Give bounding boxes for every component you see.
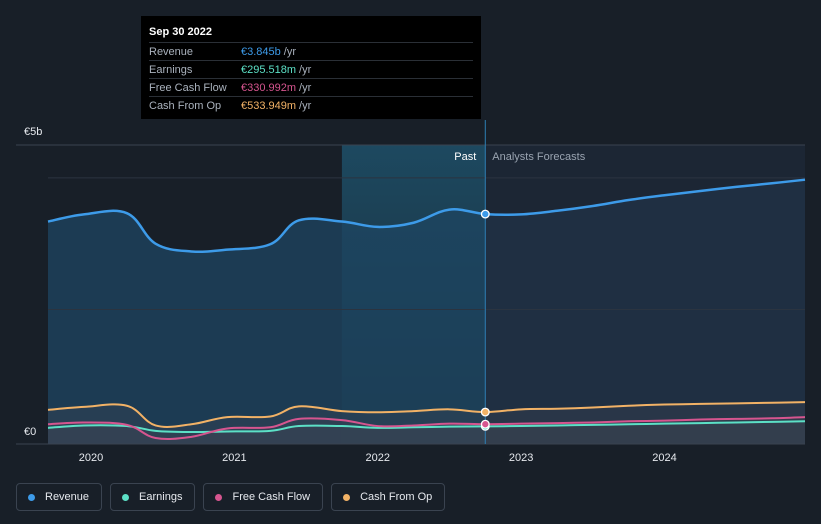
tooltip-unit: /yr (299, 81, 312, 94)
legend-label: Free Cash Flow (232, 491, 311, 503)
legend: Revenue Earnings Free Cash Flow Cash Fro… (16, 483, 446, 511)
legend-item-revenue[interactable]: Revenue (16, 483, 103, 511)
tooltip-label: Cash From Op (149, 99, 222, 112)
legend-item-free-cash-flow[interactable]: Free Cash Flow (203, 483, 324, 511)
series-area-revenue (48, 209, 486, 444)
tooltip-row-earnings: Earnings €295.518m /yr (149, 60, 473, 78)
tooltip-unit: /yr (299, 99, 312, 112)
tooltip-label: Earnings (149, 63, 193, 76)
series-area-earnings (48, 421, 805, 444)
past-label: Past (454, 151, 476, 163)
legend-dot-icon (28, 493, 35, 501)
tooltip-row-cash-from-op: Cash From Op €533.949m /yr (149, 96, 473, 114)
legend-label: Earnings (139, 491, 183, 503)
tooltip-row-free-cash-flow: Free Cash Flow €330.992m /yr (149, 78, 473, 96)
tooltip-value: €533.949m (241, 99, 297, 112)
x-tick-label: 2022 (366, 452, 390, 464)
legend-dot-icon (215, 493, 223, 501)
y-axis-top-label: €5b (24, 126, 43, 138)
tooltip-value: €330.992m (241, 81, 297, 94)
series-line-free-cash-flow (47, 416, 806, 441)
series-area-revenue-forecast (485, 179, 805, 444)
marker-free-cash-flow (480, 419, 490, 429)
series-line-revenue (47, 178, 806, 254)
tooltip-value: €3.845b (241, 45, 281, 58)
forecast-label: Analysts Forecasts (492, 151, 585, 163)
tooltip-value: €295.518m (241, 63, 297, 76)
legend-item-earnings[interactable]: Earnings (110, 483, 196, 511)
tooltip-row-revenue: Revenue €3.845b /yr (149, 42, 473, 60)
y-axis-bottom-label: €0 (24, 426, 37, 438)
legend-label: Cash From Op (360, 491, 433, 503)
marker-revenue (480, 209, 490, 219)
tooltip-label: Revenue (149, 45, 194, 58)
marker-cash-from-op (480, 407, 490, 417)
legend-dot-icon (122, 493, 130, 501)
series-line-cash-from-op (47, 401, 806, 428)
tooltip-unit: /yr (283, 45, 296, 58)
tooltip: Sep 30 2022 Revenue €3.845b /yr Earnings… (141, 16, 481, 119)
legend-dot-icon (343, 493, 351, 501)
tooltip-unit: /yr (299, 63, 312, 76)
legend-item-cash-from-op[interactable]: Cash From Op (331, 483, 446, 511)
legend-label: Revenue (45, 491, 90, 503)
x-tick-label: 2020 (79, 452, 103, 464)
x-tick-label: 2023 (509, 452, 533, 464)
tooltip-date: Sep 30 2022 (149, 26, 212, 38)
x-tick-label: 2021 (222, 452, 246, 464)
series-line-earnings (47, 420, 806, 434)
series-area-cash-from-op (48, 402, 805, 444)
tooltip-label: Free Cash Flow (149, 81, 227, 94)
x-tick-label: 2024 (652, 452, 676, 464)
